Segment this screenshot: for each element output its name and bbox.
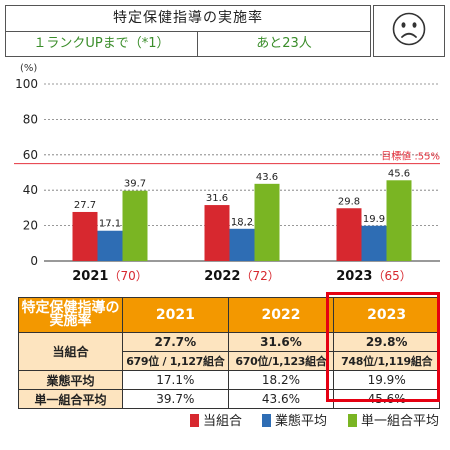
year-2021-header: 2021	[122, 297, 229, 333]
bar-value-label: 45.6	[388, 168, 410, 179]
x-year-text: 2021	[72, 269, 108, 284]
legend-label-industry: 業態平均	[275, 414, 328, 429]
y-unit: (%)	[20, 63, 37, 74]
bar-value-label: 18.2	[231, 217, 253, 228]
bar-own-2023	[336, 208, 362, 261]
bar-industry-2023	[361, 225, 387, 261]
legend-item-industry: 業態平均	[262, 412, 327, 432]
legend-item-own: 当組合	[190, 412, 242, 432]
x-count-note: （65）	[372, 269, 411, 283]
bar-value-label: 43.6	[256, 172, 278, 183]
highlight-2023-frame	[326, 292, 440, 402]
remaining-count: あと23人	[256, 36, 312, 51]
rate-table: 特定保健指導の実施率 2021 2022 2023 当組合 27.7% 31.6…	[18, 297, 440, 409]
x-year-text: 2023	[336, 269, 372, 284]
table-row-single: 単一組合平均 39.7% 43.6% 45.6%	[18, 389, 440, 409]
bar-single-2023	[386, 180, 412, 261]
legend-label-single: 単一組合平均	[361, 414, 440, 429]
bar-single-2021	[122, 190, 148, 261]
legend-swatch-industry	[262, 414, 271, 427]
y-tick-label: 40	[23, 183, 38, 197]
bar-industry-2022	[229, 228, 255, 261]
sad-face-icon	[392, 12, 426, 46]
bar-own-2021	[72, 211, 98, 261]
single-2022: 43.6%	[227, 389, 335, 409]
x-year-text: 2022	[204, 269, 240, 284]
bar-industry-2021	[97, 230, 123, 261]
legend-item-single: 単一組合平均	[348, 412, 439, 432]
bar-value-label: 39.7	[124, 179, 146, 190]
bar-value-label: 17.1	[99, 219, 121, 230]
bar-chart: (%) 0 20 40 60 80 100 目標値 :55% 27.717.1 39.7 31.…	[14, 63, 440, 284]
y-tick-label: 20	[23, 219, 38, 233]
bar-value-label: 29.8	[338, 196, 360, 207]
x-tick-label: 2023（65）	[336, 269, 411, 284]
legend: 当組合 業態平均 単一組合平均	[190, 412, 445, 432]
legend-label-own: 当組合	[203, 414, 243, 429]
bar-value-label: 19.9	[363, 214, 385, 225]
single-row-label: 単一組合平均	[18, 389, 123, 409]
x-tick-label: 2022（72）	[204, 269, 279, 284]
own-2022: 31.6%	[227, 332, 335, 352]
header-title: 特定保健指導の実施率	[6, 6, 370, 32]
y-tick-label: 0	[30, 254, 38, 268]
bar-value-label: 27.7	[74, 200, 96, 211]
legend-swatch-single	[348, 414, 357, 427]
bar-single-2022	[254, 183, 280, 261]
x-count-note: （72）	[240, 269, 279, 283]
table-row-rank: 679位 / 1,127組合 670位/1,123組合 748位/1,119組合	[19, 351, 440, 371]
bar-value-label: 31.6	[206, 193, 228, 204]
legend-swatch-own	[190, 414, 199, 427]
x-tick-label: 2021（70）	[72, 269, 147, 284]
rank-2021: 679位 / 1,127組合	[122, 351, 229, 371]
table-corner: 特定保健指導の実施率	[18, 297, 123, 333]
single-2021: 39.7%	[122, 389, 229, 409]
x-count-note: （70）	[108, 269, 147, 283]
header-box: 特定保健指導の実施率 １ランクUPまで（*1） あと23人	[5, 5, 371, 57]
own-2021: 27.7%	[122, 332, 229, 352]
y-tick-label: 60	[23, 148, 38, 162]
year-2022-header: 2022	[227, 297, 335, 333]
rank-up-label: １ランクUPまで（*1）	[6, 32, 198, 56]
own-row-label: 当組合	[18, 332, 123, 371]
industry-row-label: 業態平均	[18, 370, 123, 390]
bar-own-2022	[204, 205, 230, 261]
industry-2021: 17.1%	[122, 370, 229, 390]
status-box	[373, 5, 445, 57]
rank-2023: 748位/1,119組合	[333, 351, 440, 371]
target-label: 目標値 :55%	[381, 150, 440, 163]
rank-2022: 670位/1,123組合	[227, 351, 335, 371]
industry-2022: 18.2%	[227, 370, 335, 390]
y-tick-label: 100	[15, 77, 38, 91]
y-tick-label: 80	[23, 112, 38, 126]
